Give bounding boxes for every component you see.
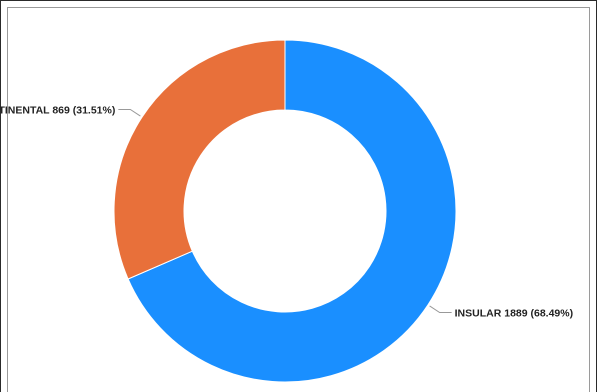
frame-inner-left-line [7, 7, 8, 392]
donut-slice-insular[interactable] [127, 39, 457, 383]
donut-slices [113, 39, 457, 383]
frame-inner-right-line [589, 7, 590, 392]
donut-slice-continental[interactable] [113, 39, 286, 280]
leader-line-insular [429, 305, 452, 314]
data-label-insular: INSULAR 1889 (68.49%) [455, 308, 573, 320]
frame-inner-top-line [7, 7, 590, 8]
data-label-continental: CONTINENTAL 869 (31.51%) [0, 104, 115, 116]
data-labels: INSULAR 1889 (68.49%) CONTINENTAL 869 (31… [0, 104, 573, 319]
label-leader-lines [118, 108, 452, 314]
leader-line-continental [118, 108, 141, 117]
